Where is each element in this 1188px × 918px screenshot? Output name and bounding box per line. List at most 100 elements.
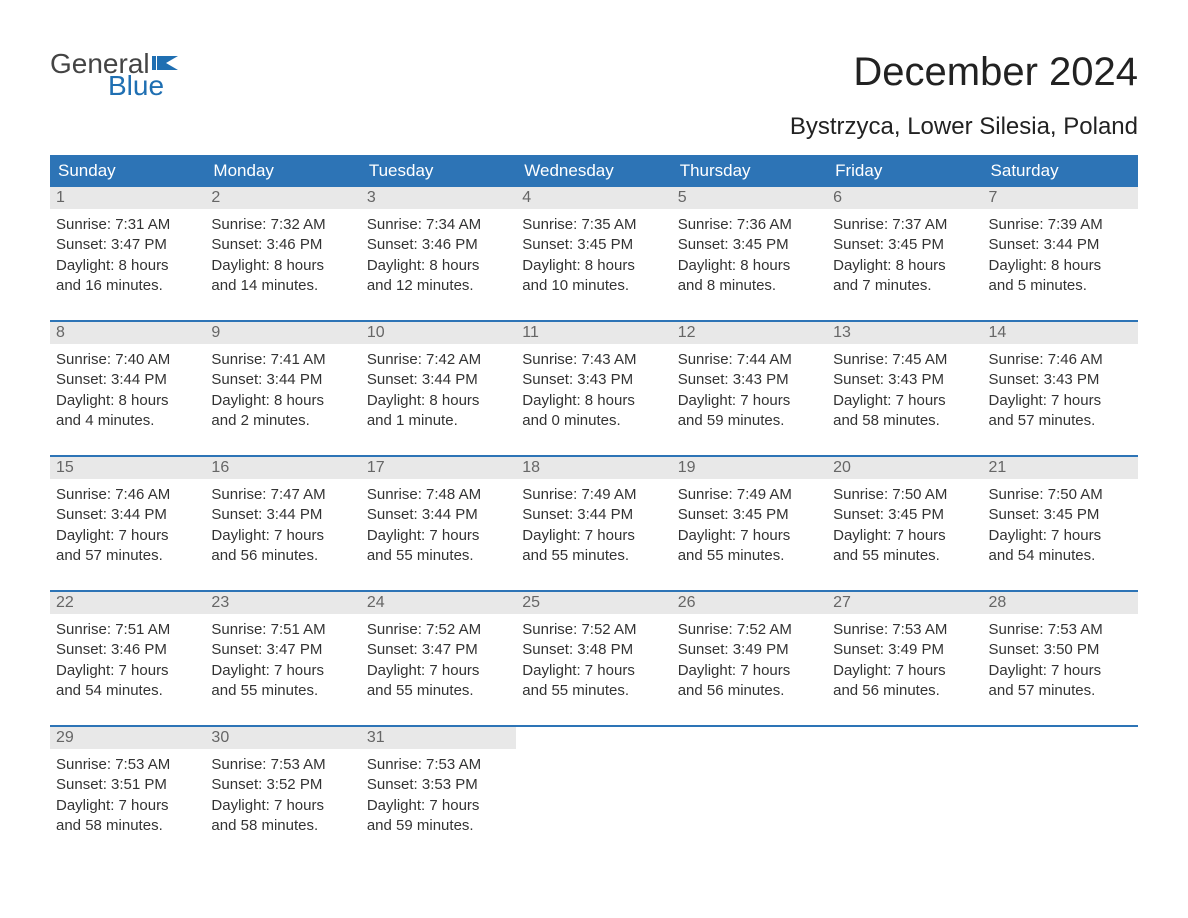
day-d2: and 55 minutes. [211, 681, 354, 701]
calendar-day: 28Sunrise: 7:53 AMSunset: 3:50 PMDayligh… [983, 592, 1138, 711]
calendar-day: 9Sunrise: 7:41 AMSunset: 3:44 PMDaylight… [205, 322, 360, 441]
day-d2: and 56 minutes. [678, 681, 821, 701]
calendar-day: 5Sunrise: 7:36 AMSunset: 3:45 PMDaylight… [672, 187, 827, 306]
day-d2: and 54 minutes. [56, 681, 199, 701]
day-sunset: Sunset: 3:46 PM [367, 235, 510, 255]
calendar-day: 20Sunrise: 7:50 AMSunset: 3:45 PMDayligh… [827, 457, 982, 576]
calendar-day: 8Sunrise: 7:40 AMSunset: 3:44 PMDaylight… [50, 322, 205, 441]
day-body: Sunrise: 7:47 AMSunset: 3:44 PMDaylight:… [205, 479, 360, 576]
day-number: 28 [983, 592, 1138, 614]
calendar-day: 29Sunrise: 7:53 AMSunset: 3:51 PMDayligh… [50, 727, 205, 846]
day-d1: Daylight: 7 hours [678, 391, 821, 411]
day-number: 13 [827, 322, 982, 344]
day-body: Sunrise: 7:50 AMSunset: 3:45 PMDaylight:… [983, 479, 1138, 576]
calendar-day: 17Sunrise: 7:48 AMSunset: 3:44 PMDayligh… [361, 457, 516, 576]
day-number-row: 21 [983, 457, 1138, 479]
day-number-row: 15 [50, 457, 205, 479]
day-sunset: Sunset: 3:44 PM [211, 370, 354, 390]
calendar-day: 15Sunrise: 7:46 AMSunset: 3:44 PMDayligh… [50, 457, 205, 576]
day-d2: and 55 minutes. [367, 546, 510, 566]
day-number: 14 [983, 322, 1138, 344]
calendar-day [827, 727, 982, 846]
day-number-row: 8 [50, 322, 205, 344]
day-sunset: Sunset: 3:46 PM [211, 235, 354, 255]
day-sunrise: Sunrise: 7:34 AM [367, 215, 510, 235]
day-d2: and 58 minutes. [833, 411, 976, 431]
day-d1: Daylight: 7 hours [367, 796, 510, 816]
day-number: 15 [50, 457, 205, 479]
day-sunrise: Sunrise: 7:39 AM [989, 215, 1132, 235]
day-sunrise: Sunrise: 7:40 AM [56, 350, 199, 370]
calendar-day: 22Sunrise: 7:51 AMSunset: 3:46 PMDayligh… [50, 592, 205, 711]
calendar-day: 23Sunrise: 7:51 AMSunset: 3:47 PMDayligh… [205, 592, 360, 711]
day-d1: Daylight: 8 hours [678, 256, 821, 276]
day-sunrise: Sunrise: 7:43 AM [522, 350, 665, 370]
day-sunset: Sunset: 3:49 PM [678, 640, 821, 660]
calendar-day: 3Sunrise: 7:34 AMSunset: 3:46 PMDaylight… [361, 187, 516, 306]
day-d1: Daylight: 7 hours [211, 661, 354, 681]
day-number-row: 26 [672, 592, 827, 614]
day-d2: and 2 minutes. [211, 411, 354, 431]
day-number-row: 3 [361, 187, 516, 209]
day-sunset: Sunset: 3:51 PM [56, 775, 199, 795]
day-number-row: 7 [983, 187, 1138, 209]
day-number-row: 11 [516, 322, 671, 344]
day-number-row: 17 [361, 457, 516, 479]
day-body: Sunrise: 7:53 AMSunset: 3:53 PMDaylight:… [361, 749, 516, 846]
day-d1: Daylight: 8 hours [56, 256, 199, 276]
day-sunrise: Sunrise: 7:44 AM [678, 350, 821, 370]
day-body [516, 731, 671, 747]
day-number-row: 16 [205, 457, 360, 479]
day-number: 11 [516, 322, 671, 344]
calendar-day [983, 727, 1138, 846]
calendar-day: 19Sunrise: 7:49 AMSunset: 3:45 PMDayligh… [672, 457, 827, 576]
day-sunset: Sunset: 3:44 PM [56, 505, 199, 525]
day-number-row: 4 [516, 187, 671, 209]
day-d1: Daylight: 7 hours [833, 661, 976, 681]
calendar-day: 6Sunrise: 7:37 AMSunset: 3:45 PMDaylight… [827, 187, 982, 306]
day-number: 2 [205, 187, 360, 209]
day-sunset: Sunset: 3:43 PM [522, 370, 665, 390]
day-sunrise: Sunrise: 7:35 AM [522, 215, 665, 235]
day-d1: Daylight: 7 hours [678, 661, 821, 681]
day-sunrise: Sunrise: 7:53 AM [833, 620, 976, 640]
day-body: Sunrise: 7:32 AMSunset: 3:46 PMDaylight:… [205, 209, 360, 306]
day-number: 30 [205, 727, 360, 749]
day-d1: Daylight: 7 hours [367, 661, 510, 681]
day-sunrise: Sunrise: 7:37 AM [833, 215, 976, 235]
day-sunset: Sunset: 3:50 PM [989, 640, 1132, 660]
day-body: Sunrise: 7:46 AMSunset: 3:44 PMDaylight:… [50, 479, 205, 576]
day-body: Sunrise: 7:35 AMSunset: 3:45 PMDaylight:… [516, 209, 671, 306]
day-number-row: 28 [983, 592, 1138, 614]
day-d1: Daylight: 7 hours [989, 391, 1132, 411]
day-number: 17 [361, 457, 516, 479]
day-d1: Daylight: 8 hours [56, 391, 199, 411]
day-sunrise: Sunrise: 7:51 AM [211, 620, 354, 640]
day-d1: Daylight: 8 hours [211, 256, 354, 276]
day-sunrise: Sunrise: 7:52 AM [678, 620, 821, 640]
day-sunset: Sunset: 3:44 PM [211, 505, 354, 525]
day-number: 24 [361, 592, 516, 614]
day-number: 4 [516, 187, 671, 209]
day-sunset: Sunset: 3:52 PM [211, 775, 354, 795]
day-number-row: 6 [827, 187, 982, 209]
day-sunrise: Sunrise: 7:48 AM [367, 485, 510, 505]
day-d2: and 16 minutes. [56, 276, 199, 296]
day-number-row: 18 [516, 457, 671, 479]
day-d2: and 59 minutes. [678, 411, 821, 431]
day-sunset: Sunset: 3:48 PM [522, 640, 665, 660]
location-text: Bystrzyca, Lower Silesia, Poland [790, 113, 1138, 141]
day-sunrise: Sunrise: 7:46 AM [989, 350, 1132, 370]
day-body: Sunrise: 7:51 AMSunset: 3:47 PMDaylight:… [205, 614, 360, 711]
day-d1: Daylight: 7 hours [522, 661, 665, 681]
calendar-day: 2Sunrise: 7:32 AMSunset: 3:46 PMDaylight… [205, 187, 360, 306]
day-d2: and 10 minutes. [522, 276, 665, 296]
day-sunrise: Sunrise: 7:42 AM [367, 350, 510, 370]
day-number-row: 29 [50, 727, 205, 749]
weekday-header: Saturday [983, 155, 1138, 187]
calendar-day: 16Sunrise: 7:47 AMSunset: 3:44 PMDayligh… [205, 457, 360, 576]
day-sunset: Sunset: 3:45 PM [522, 235, 665, 255]
calendar-week: 22Sunrise: 7:51 AMSunset: 3:46 PMDayligh… [50, 590, 1138, 711]
day-number: 21 [983, 457, 1138, 479]
day-body: Sunrise: 7:42 AMSunset: 3:44 PMDaylight:… [361, 344, 516, 441]
